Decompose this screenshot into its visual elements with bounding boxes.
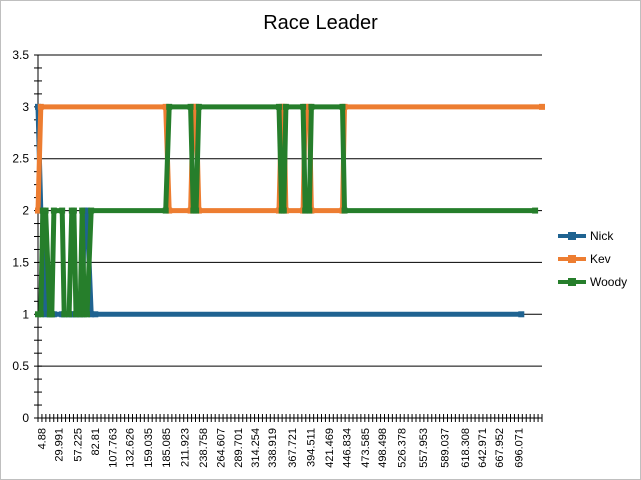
data-point-woody [48, 311, 55, 318]
data-point-nick [92, 311, 99, 318]
x-tick-label: 589.037 [440, 428, 452, 468]
data-point-kev [166, 207, 173, 214]
x-tick-label: 159.035 [143, 428, 155, 468]
data-point-woody [88, 207, 95, 214]
data-point-kev [35, 207, 41, 214]
data-point-woody [37, 311, 44, 318]
x-tick-label: 29.991 [54, 428, 66, 462]
data-point-woody [302, 207, 309, 214]
x-tick-label: 667.952 [494, 428, 506, 468]
x-tick-label: 338.919 [267, 428, 279, 468]
y-tick-label: 0.5 [12, 359, 29, 373]
chart-title: Race Leader [263, 12, 378, 34]
data-point-woody [166, 103, 173, 110]
data-point-woody [275, 103, 282, 110]
data-point-nick [84, 207, 91, 214]
x-tick-label: 132.626 [125, 428, 137, 468]
x-tick-label: 107.763 [107, 428, 119, 468]
data-point-woody [308, 103, 315, 110]
data-point-woody [195, 103, 202, 110]
x-tick-label: 498.498 [377, 428, 389, 468]
x-tick-label: 185.085 [161, 428, 173, 468]
x-tick-label: 473.585 [360, 428, 372, 468]
x-tick-label: 211.923 [179, 428, 191, 467]
data-point-woody [42, 207, 49, 214]
data-point-woody [306, 207, 313, 214]
x-tick-label: 526.378 [396, 428, 408, 468]
legend-label-woody: Woody [590, 275, 628, 289]
data-point-woody [282, 103, 289, 110]
data-point-kev [37, 103, 44, 110]
data-point-woody [59, 207, 66, 214]
data-point-woody [72, 311, 79, 318]
y-tick-label: 3.5 [12, 48, 29, 62]
data-point-nick [88, 311, 95, 318]
x-tick-label: 57.225 [73, 428, 85, 462]
data-point-woody [61, 311, 68, 318]
data-point-woody [70, 207, 77, 214]
legend-marker-nick [568, 232, 576, 240]
x-tick-label: 557.953 [418, 428, 430, 468]
data-point-woody [339, 103, 346, 110]
x-tick-label: 238.758 [198, 428, 210, 468]
x-tick-label: 421.469 [324, 428, 336, 468]
y-tick-label: 3 [22, 100, 29, 114]
x-tick-label: 4.88 [36, 428, 48, 449]
legend-marker-kev [568, 255, 576, 263]
legend-item-nick: Nick [558, 229, 638, 252]
y-tick-label: 1 [22, 307, 29, 321]
y-tick-label: 1.5 [12, 255, 29, 269]
data-point-woody [341, 207, 348, 214]
x-tick-label: 82.81 [90, 428, 102, 456]
x-tick-label: 394.511 [305, 428, 317, 467]
data-point-woody [84, 311, 91, 318]
x-tick-label: 696.071 [514, 428, 526, 468]
x-tick-label: 618.308 [460, 428, 472, 468]
data-point-woody [193, 207, 200, 214]
data-point-kev [162, 103, 169, 110]
legend-label-nick: Nick [590, 229, 614, 243]
data-point-woody [280, 207, 287, 214]
data-point-woody [79, 207, 86, 214]
x-tick-label: 446.834 [341, 428, 353, 468]
x-tick-label: 314.254 [250, 428, 262, 468]
y-tick-label: 0 [22, 411, 29, 425]
legend-item-woody: Woody [558, 275, 638, 298]
data-point-woody [50, 207, 57, 214]
data-point-woody [300, 103, 307, 110]
x-tick-label: 264.607 [216, 428, 228, 468]
y-tick-label: 2 [22, 204, 29, 218]
legend-marker-woody [568, 278, 576, 286]
data-point-woody [532, 207, 539, 214]
y-tick-label: 2.5 [12, 152, 29, 166]
legend-item-kev: Kev [558, 252, 638, 275]
data-point-woody [187, 103, 194, 110]
data-point-nick [518, 311, 525, 318]
data-point-nick [42, 311, 49, 318]
data-point-woody [77, 311, 84, 318]
x-tick-label: 289.701 [233, 428, 245, 468]
x-tick-label: 642.971 [477, 428, 489, 468]
legend: Nick Kev Woody [558, 229, 638, 298]
legend-label-kev: Kev [590, 252, 611, 266]
data-point-woody [162, 207, 169, 214]
data-point-kev [539, 103, 545, 110]
x-tick-label: 367.721 [287, 428, 299, 468]
data-point-woody [66, 311, 73, 318]
